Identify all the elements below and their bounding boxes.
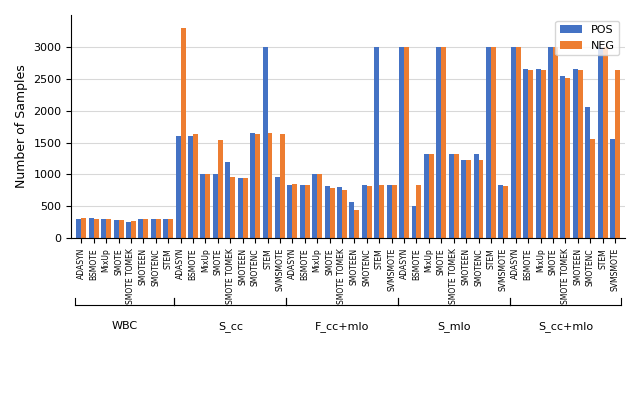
Legend: POS, NEG: POS, NEG	[556, 21, 620, 55]
Text: S_cc: S_cc	[218, 321, 243, 331]
Bar	[151, 219, 156, 238]
Bar	[131, 221, 136, 238]
Bar	[442, 47, 446, 238]
Bar	[586, 108, 590, 238]
Bar	[237, 178, 243, 238]
Bar	[317, 174, 322, 238]
Bar	[424, 154, 429, 238]
Bar	[312, 174, 317, 238]
Bar	[548, 47, 553, 238]
Bar	[305, 185, 310, 238]
Bar	[292, 184, 298, 238]
Bar	[213, 174, 218, 238]
Bar	[399, 47, 404, 238]
Bar	[250, 133, 255, 238]
Bar	[461, 160, 466, 238]
Bar	[188, 136, 193, 238]
Bar	[503, 186, 508, 238]
Bar	[392, 185, 397, 238]
Bar	[81, 218, 86, 238]
Bar	[499, 185, 503, 238]
Y-axis label: Number of Samples: Number of Samples	[15, 65, 28, 189]
Bar	[511, 47, 516, 238]
Bar	[536, 69, 541, 238]
Bar	[168, 220, 173, 238]
Bar	[553, 47, 558, 238]
Bar	[101, 219, 106, 238]
Bar	[205, 174, 211, 238]
Bar	[268, 133, 273, 238]
Bar	[243, 178, 248, 238]
Bar	[156, 220, 161, 238]
Bar	[262, 47, 268, 238]
Bar	[429, 154, 434, 238]
Bar	[89, 218, 93, 238]
Bar	[603, 47, 607, 238]
Bar	[615, 70, 620, 238]
Bar	[524, 69, 528, 238]
Bar	[225, 162, 230, 238]
Text: S_mlo: S_mlo	[437, 321, 470, 331]
Bar	[541, 70, 545, 238]
Bar	[436, 47, 442, 238]
Bar	[349, 202, 355, 238]
Bar	[565, 78, 570, 238]
Bar	[255, 134, 260, 238]
Bar	[474, 154, 479, 238]
Bar	[412, 206, 417, 238]
Bar	[114, 220, 118, 238]
Text: F_cc+mlo: F_cc+mlo	[315, 321, 369, 331]
Bar	[324, 186, 330, 238]
Bar	[528, 70, 533, 238]
Bar	[355, 210, 360, 238]
Bar	[76, 219, 81, 238]
Bar	[342, 190, 347, 238]
Bar	[486, 47, 491, 238]
Bar	[275, 177, 280, 238]
Bar	[300, 185, 305, 238]
Bar	[287, 185, 292, 238]
Bar	[93, 219, 99, 238]
Bar	[280, 134, 285, 238]
Bar	[163, 219, 168, 238]
Bar	[387, 185, 392, 238]
Bar	[516, 47, 521, 238]
Bar	[610, 139, 615, 238]
Bar	[578, 70, 583, 238]
Bar	[404, 47, 409, 238]
Bar	[106, 219, 111, 238]
Bar	[573, 69, 578, 238]
Bar	[367, 186, 372, 238]
Bar	[590, 139, 595, 238]
Bar	[330, 188, 335, 238]
Bar	[561, 75, 565, 238]
Bar	[479, 160, 483, 238]
Bar	[230, 177, 236, 238]
Bar	[598, 47, 603, 238]
Bar	[200, 174, 205, 238]
Bar	[193, 134, 198, 238]
Bar	[466, 160, 471, 238]
Bar	[180, 28, 186, 238]
Bar	[380, 185, 384, 238]
Bar	[417, 185, 421, 238]
Bar	[218, 140, 223, 238]
Bar	[337, 187, 342, 238]
Bar	[449, 154, 454, 238]
Bar	[362, 185, 367, 238]
Bar	[491, 47, 496, 238]
Bar	[126, 222, 131, 238]
Bar	[454, 154, 459, 238]
Bar	[138, 219, 143, 238]
Bar	[374, 47, 380, 238]
Bar	[143, 219, 148, 238]
Bar	[118, 220, 124, 238]
Text: WBC: WBC	[112, 321, 138, 331]
Text: S_cc+mlo: S_cc+mlo	[538, 321, 593, 331]
Bar	[175, 136, 180, 238]
